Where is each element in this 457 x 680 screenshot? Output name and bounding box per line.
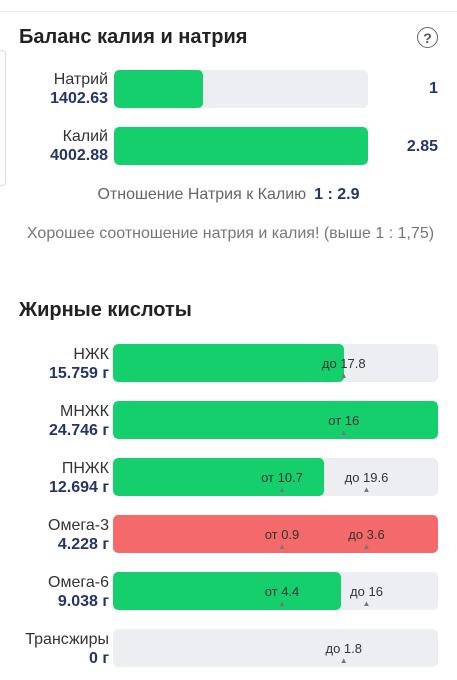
ratio-line: Отношение Натрия к Калию 1 : 2.9 xyxy=(0,186,457,204)
range-tick-icon: ▲ xyxy=(362,542,371,551)
fatty-acid-name: Омега-3 xyxy=(48,517,109,534)
range-marker: от 10.7 ▲ xyxy=(242,458,322,496)
fatty-acid-bar: от 10.7 ▲ до 19.6 ▲ xyxy=(113,458,438,496)
fatty-acid-label: НЖК 15.759 г xyxy=(0,345,109,383)
fatty-acid-name: ПНЖК xyxy=(61,460,109,477)
fatty-acid-label: Омега-6 9.038 г xyxy=(0,573,109,611)
potassium-ratio: 2.85 xyxy=(406,138,438,155)
range-marker: до 3.6 ▲ xyxy=(327,515,407,553)
range-marker-label: от 16 xyxy=(328,412,360,428)
fatty-acid-bar-fill xyxy=(113,344,344,382)
range-marker-label: до 1.8 xyxy=(325,640,363,656)
fatty-acid-label: ПНЖК 12.694 г xyxy=(0,459,109,497)
range-tick-icon: ▲ xyxy=(339,656,348,665)
fatty-acid-value: 12.694 г xyxy=(48,479,109,496)
range-marker: от 16 ▲ xyxy=(304,401,384,439)
fatty-acid-label: Омега-3 4.228 г xyxy=(0,516,109,554)
fatty-acid-bar: от 4.4 ▲ до 16 ▲ xyxy=(113,572,438,610)
sodium-value: 1402.63 xyxy=(50,90,108,107)
ratio-label: Отношение Натрия к Калию xyxy=(97,186,307,203)
range-tick-icon: ▲ xyxy=(278,542,286,551)
range-tick-icon: ▲ xyxy=(339,371,348,380)
range-marker: от 4.4 ▲ xyxy=(242,572,322,610)
fatty-acid-bar: от 16 ▲ xyxy=(113,401,438,439)
fatty-acid-value: 24.746 г xyxy=(48,422,109,439)
side-handle xyxy=(0,50,6,186)
fatty-acid-name: МНЖК xyxy=(60,403,109,420)
fatty-acid-label: Трансжиры 0 г xyxy=(0,630,109,668)
range-marker: от 0.9 ▲ xyxy=(242,515,322,553)
range-marker: до 16 ▲ xyxy=(327,572,407,610)
fatty-acid-bar: до 17.8 ▲ xyxy=(113,344,438,382)
ratio-value: 1 : 2.9 xyxy=(314,186,360,203)
range-marker-label: от 4.4 xyxy=(264,583,300,599)
fatty-acid-bar-fill xyxy=(113,515,438,553)
potassium-value: 4002.88 xyxy=(50,147,108,164)
range-tick-icon: ▲ xyxy=(339,428,348,437)
range-tick-icon: ▲ xyxy=(278,485,286,494)
range-tick-icon: ▲ xyxy=(362,485,371,494)
range-marker-label: до 16 xyxy=(350,583,383,599)
fatty-acids-title: Жирные кислоты xyxy=(19,299,192,321)
fatty-acid-bar-fill xyxy=(113,572,341,610)
range-marker-label: до 17.8 xyxy=(321,355,366,371)
question-circle-icon[interactable]: ? xyxy=(417,27,438,48)
fatty-acid-bar-fill xyxy=(113,458,325,496)
fatty-acid-bar: до 1.8 ▲ xyxy=(113,629,438,667)
fatty-acid-value: 15.759 г xyxy=(48,365,109,382)
range-tick-icon: ▲ xyxy=(278,599,286,608)
sodium-bar xyxy=(114,70,368,108)
balance-title: Баланс калия и натрия xyxy=(19,26,248,48)
range-marker: до 19.6 ▲ xyxy=(327,458,407,496)
fatty-acid-name: Трансжиры xyxy=(25,631,109,648)
fatty-acid-label: МНЖК 24.746 г xyxy=(0,402,109,440)
ratio-note: Хорошее соотношение натрия и калия! (выш… xyxy=(26,225,435,242)
fatty-acid-value: 9.038 г xyxy=(57,593,109,610)
range-marker-label: до 3.6 xyxy=(348,526,385,542)
potassium-label: Калий 4002.88 xyxy=(0,127,108,165)
sodium-ratio: 1 xyxy=(429,80,438,97)
range-marker-label: до 19.6 xyxy=(344,469,389,485)
potassium-bar xyxy=(114,127,368,165)
range-marker: до 1.8 ▲ xyxy=(304,629,384,667)
fatty-acid-bar-fill xyxy=(113,401,438,439)
range-marker-label: от 10.7 xyxy=(261,469,303,485)
fatty-acid-bar: от 0.9 ▲ до 3.6 ▲ xyxy=(113,515,438,553)
range-marker: до 17.8 ▲ xyxy=(304,344,384,382)
range-tick-icon: ▲ xyxy=(362,599,371,608)
potassium-name: Калий xyxy=(62,128,108,145)
range-marker-label: от 0.9 xyxy=(264,526,300,542)
fatty-acid-name: НЖК xyxy=(73,346,109,363)
fatty-acid-value: 0 г xyxy=(88,650,109,667)
fatty-acid-value: 4.228 г xyxy=(57,536,109,553)
fatty-acid-name: Омега-6 xyxy=(48,574,109,591)
sodium-bar-fill xyxy=(114,70,203,108)
sodium-label: Натрий 1402.63 xyxy=(0,70,108,108)
potassium-bar-fill xyxy=(114,127,368,165)
sodium-name: Натрий xyxy=(53,71,108,88)
top-divider xyxy=(0,11,457,12)
